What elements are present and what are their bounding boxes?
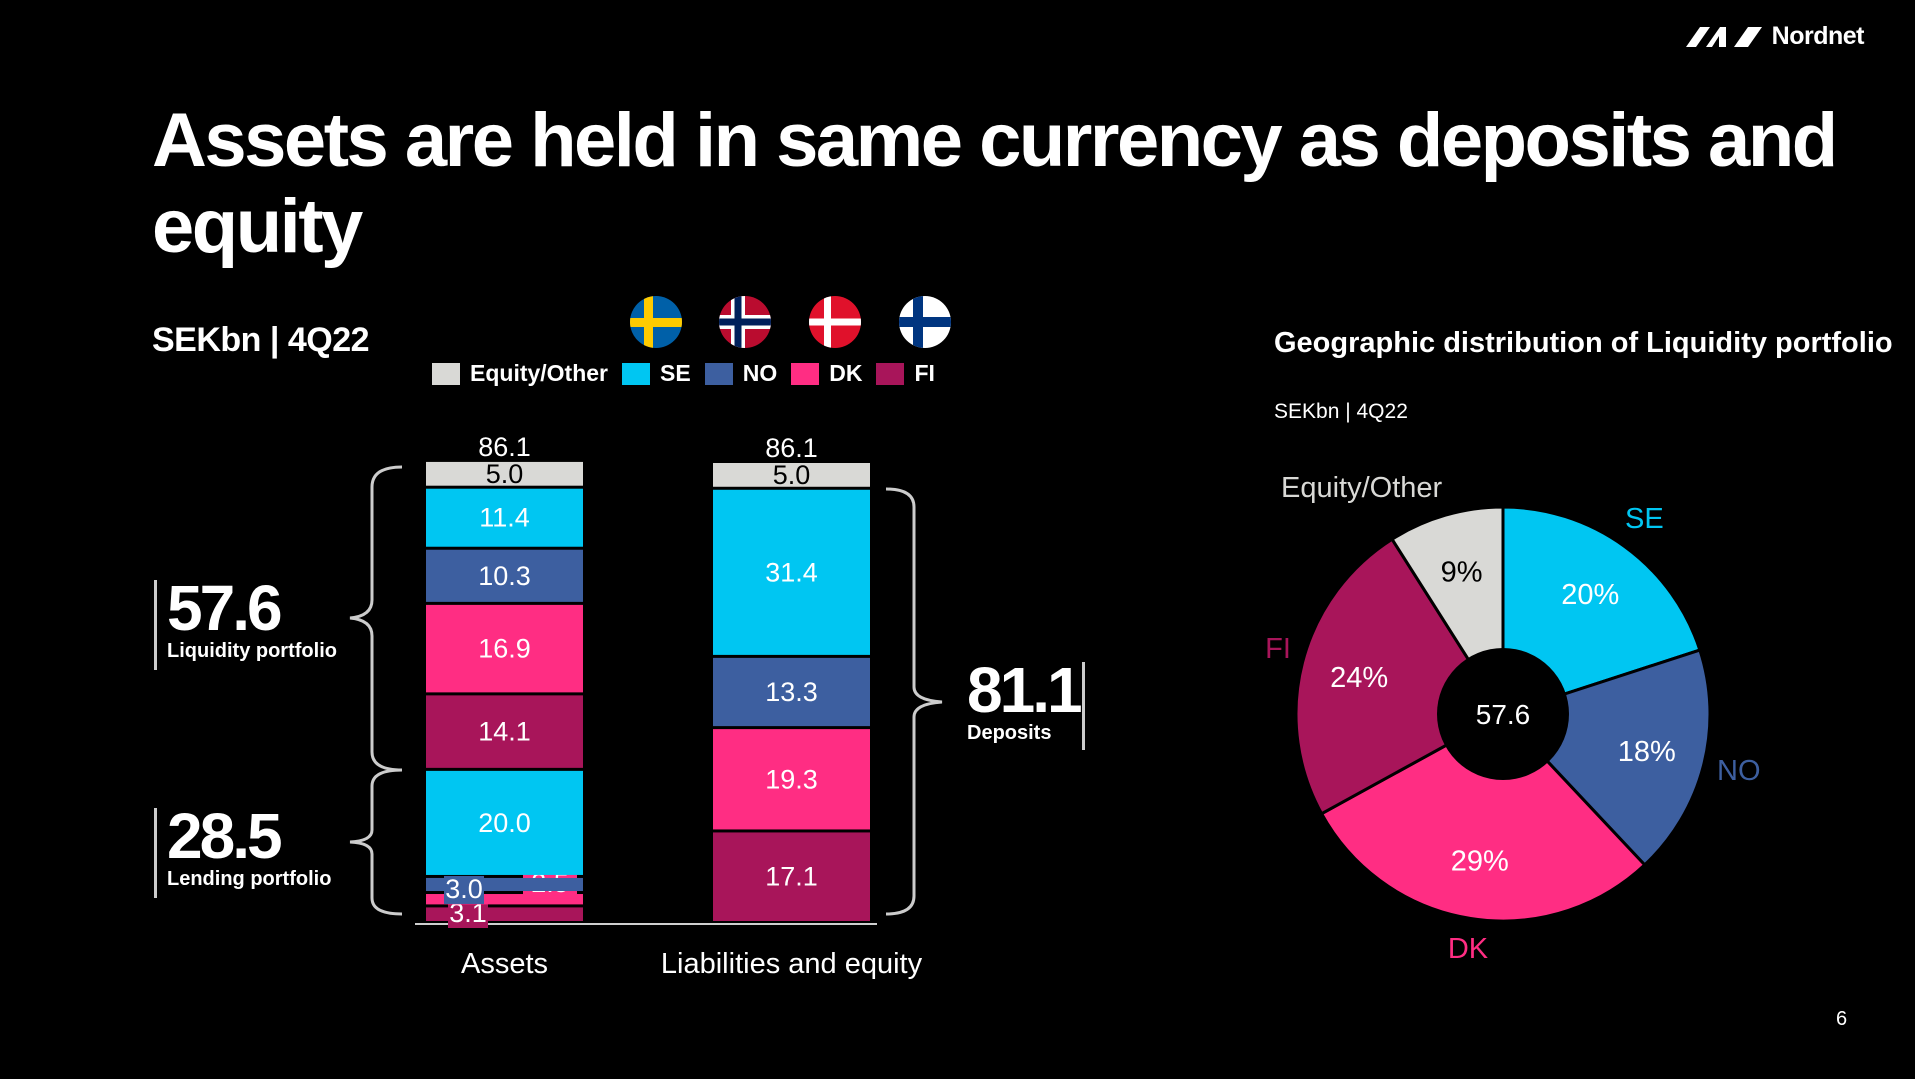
legend-label: DK — [829, 360, 863, 386]
chart-subtitle: SEKbn | 4Q22 — [152, 321, 370, 359]
pie-percent-label: 18% — [1618, 736, 1676, 768]
legend-swatch — [432, 362, 460, 385]
legend-label: Equity/Other — [470, 360, 609, 386]
lending-brace — [349, 768, 403, 916]
legend-swatch — [876, 362, 905, 385]
brand-name: Nordnet — [1771, 22, 1865, 50]
pie-category-label: Equity/Other — [1281, 472, 1443, 504]
bar-value-tag — [448, 900, 488, 928]
donut-center-label: 57.6 — [1476, 699, 1531, 730]
bar-value-label: 5.0 — [773, 460, 811, 490]
category-label: Liabilities and equity — [661, 948, 923, 980]
lending-value: 28.5 — [167, 800, 283, 872]
legend-label: NO — [742, 360, 778, 386]
bar-segment-assets-equity-other — [426, 461, 583, 486]
donut-hole — [1437, 648, 1569, 780]
bar-segment-assets-dk — [426, 604, 583, 693]
liquidity-value: 57.6 — [167, 572, 283, 644]
nordnet-logo: Nordnet — [1685, 22, 1865, 51]
legend-item-no: NO — [704, 360, 778, 387]
bar-value-label: 17.1 — [765, 862, 818, 892]
bar-value-label: 20.0 — [478, 808, 531, 838]
bar-value-label: 10.3 — [478, 561, 531, 591]
liquidity-label: Liquidity portfolio — [167, 640, 337, 662]
pie-title: Geographic distribution of Liquidity por… — [1274, 327, 1893, 359]
bar-segment-liabilities-and-equity-fi — [713, 832, 870, 921]
bar-segment-assets-no — [426, 549, 583, 602]
page-number: 6 — [1836, 1008, 1848, 1030]
pie-category-label: DK — [1448, 933, 1489, 965]
bar-segment-assets-se — [426, 770, 583, 875]
bar-segment-assets-fi — [426, 695, 583, 768]
category-label: Assets — [461, 948, 548, 980]
finland-flag-icon — [899, 296, 951, 348]
pie-percent-label: 9% — [1441, 556, 1483, 588]
legend-swatch — [622, 362, 651, 385]
bar-value-label: 19.3 — [765, 764, 818, 794]
legend-item-equity-other: Equity/Other — [432, 360, 608, 387]
pie-category-label: SE — [1625, 503, 1664, 535]
pie-category-label: FI — [1265, 633, 1291, 665]
bar-segment-liabilities-and-equity-no — [713, 657, 870, 727]
norway-flag-icon — [719, 296, 771, 348]
deposits-value: 81.1 — [967, 654, 1083, 726]
legend-item-fi: FI — [876, 360, 935, 387]
bar-segment-liabilities-and-equity-dk — [713, 729, 870, 830]
slide-title: Assets are held in same currency as depo… — [152, 98, 1838, 269]
legend-label: SE — [660, 360, 691, 386]
sweden-flag-icon — [630, 296, 682, 348]
deposits-label: Deposits — [967, 722, 1052, 744]
pie-slice-dk — [1319, 712, 1647, 923]
nordnet-logo-icon — [1685, 26, 1762, 47]
legend-label: FI — [914, 360, 935, 386]
bar-segment-assets-se — [426, 488, 583, 547]
pie-percent-label: 20% — [1561, 579, 1619, 611]
callout-divider — [1082, 662, 1085, 750]
callout-divider — [154, 580, 157, 670]
bar-segment-assets-dk — [426, 894, 583, 905]
lending-callout: 28.5 Lending portfolio — [167, 804, 331, 891]
bar-value-label: 14.1 — [478, 717, 531, 747]
bar-total-label: 86.1 — [765, 433, 818, 463]
lending-label: Lending portfolio — [167, 868, 332, 890]
callout-divider — [154, 808, 157, 898]
bar-value-label: 13.3 — [765, 677, 818, 707]
liquidity-callout: 57.6 Liquidity portfolio — [167, 576, 337, 663]
pie-percent-label: 29% — [1451, 846, 1509, 878]
pie-slice-fi — [1294, 537, 1506, 816]
legend-item-dk: DK — [791, 360, 862, 387]
bar-value-label: 16.9 — [478, 634, 531, 664]
pie-slice-se — [1501, 505, 1702, 717]
liquidity-brace — [349, 465, 403, 772]
chart-legend: Equity/Other SE NO DK FI — [432, 360, 949, 387]
legend-swatch — [704, 362, 733, 385]
legend-swatch — [791, 362, 820, 385]
pie-percent-label: 24% — [1330, 662, 1388, 694]
legend-item-se: SE — [622, 360, 691, 387]
pie-subtitle: SEKbn | 4Q22 — [1274, 400, 1408, 423]
pie-category-label: NO — [1717, 755, 1761, 787]
bar-value-label: 3.0 — [445, 874, 483, 904]
bar-value-label: 5.0 — [486, 459, 524, 489]
deposits-callout: 81.1 Deposits — [967, 654, 1083, 745]
bar-segment-liabilities-and-equity-se — [713, 489, 870, 655]
bar-value-label: 11.4 — [479, 503, 530, 533]
bar-total-label: 86.1 — [478, 432, 531, 462]
bar-value-tag — [444, 875, 484, 904]
deposits-brace — [885, 487, 943, 916]
bar-value-label: 31.4 — [765, 557, 818, 587]
bar-segment-liabilities-and-equity-equity-other — [713, 463, 870, 487]
denmark-flag-icon — [809, 296, 861, 348]
